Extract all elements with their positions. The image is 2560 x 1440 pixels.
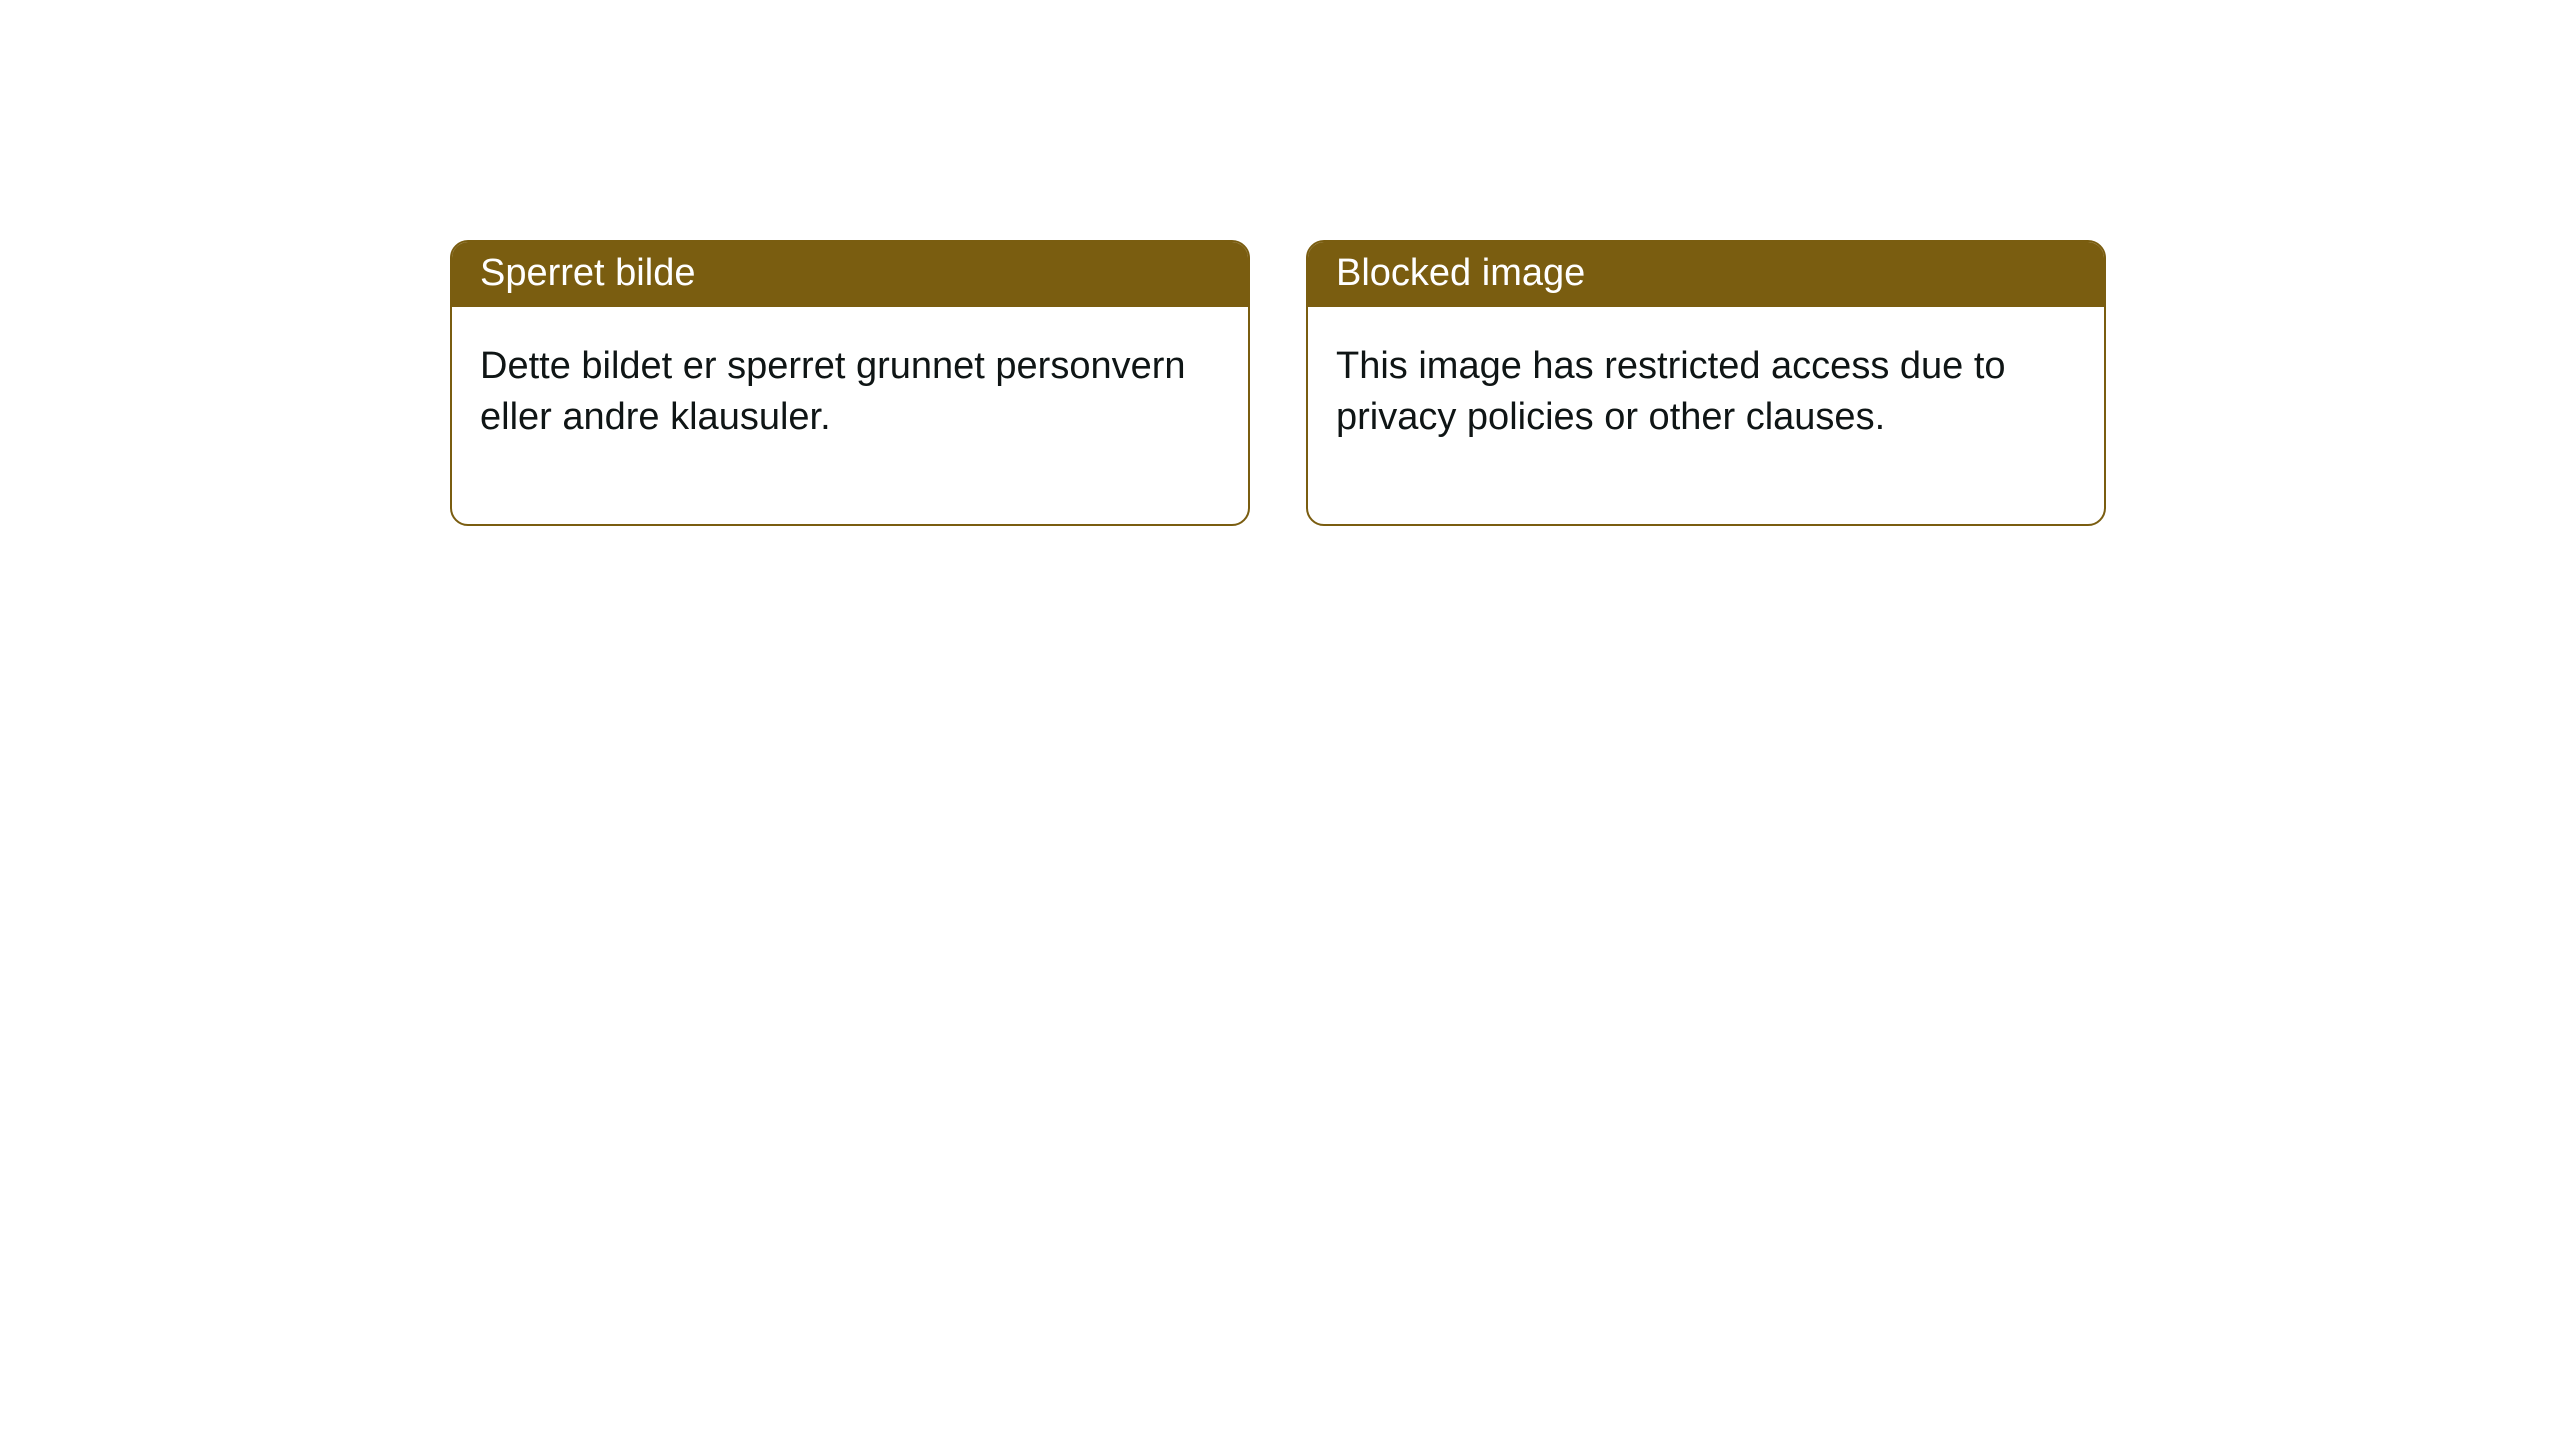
notice-card-en: Blocked image This image has restricted … xyxy=(1306,240,2106,526)
notice-title-en: Blocked image xyxy=(1308,242,2104,307)
notice-card-no: Sperret bilde Dette bildet er sperret gr… xyxy=(450,240,1250,526)
notice-container: Sperret bilde Dette bildet er sperret gr… xyxy=(0,0,2560,526)
notice-body-no: Dette bildet er sperret grunnet personve… xyxy=(452,307,1248,524)
notice-body-en: This image has restricted access due to … xyxy=(1308,307,2104,524)
notice-title-no: Sperret bilde xyxy=(452,242,1248,307)
